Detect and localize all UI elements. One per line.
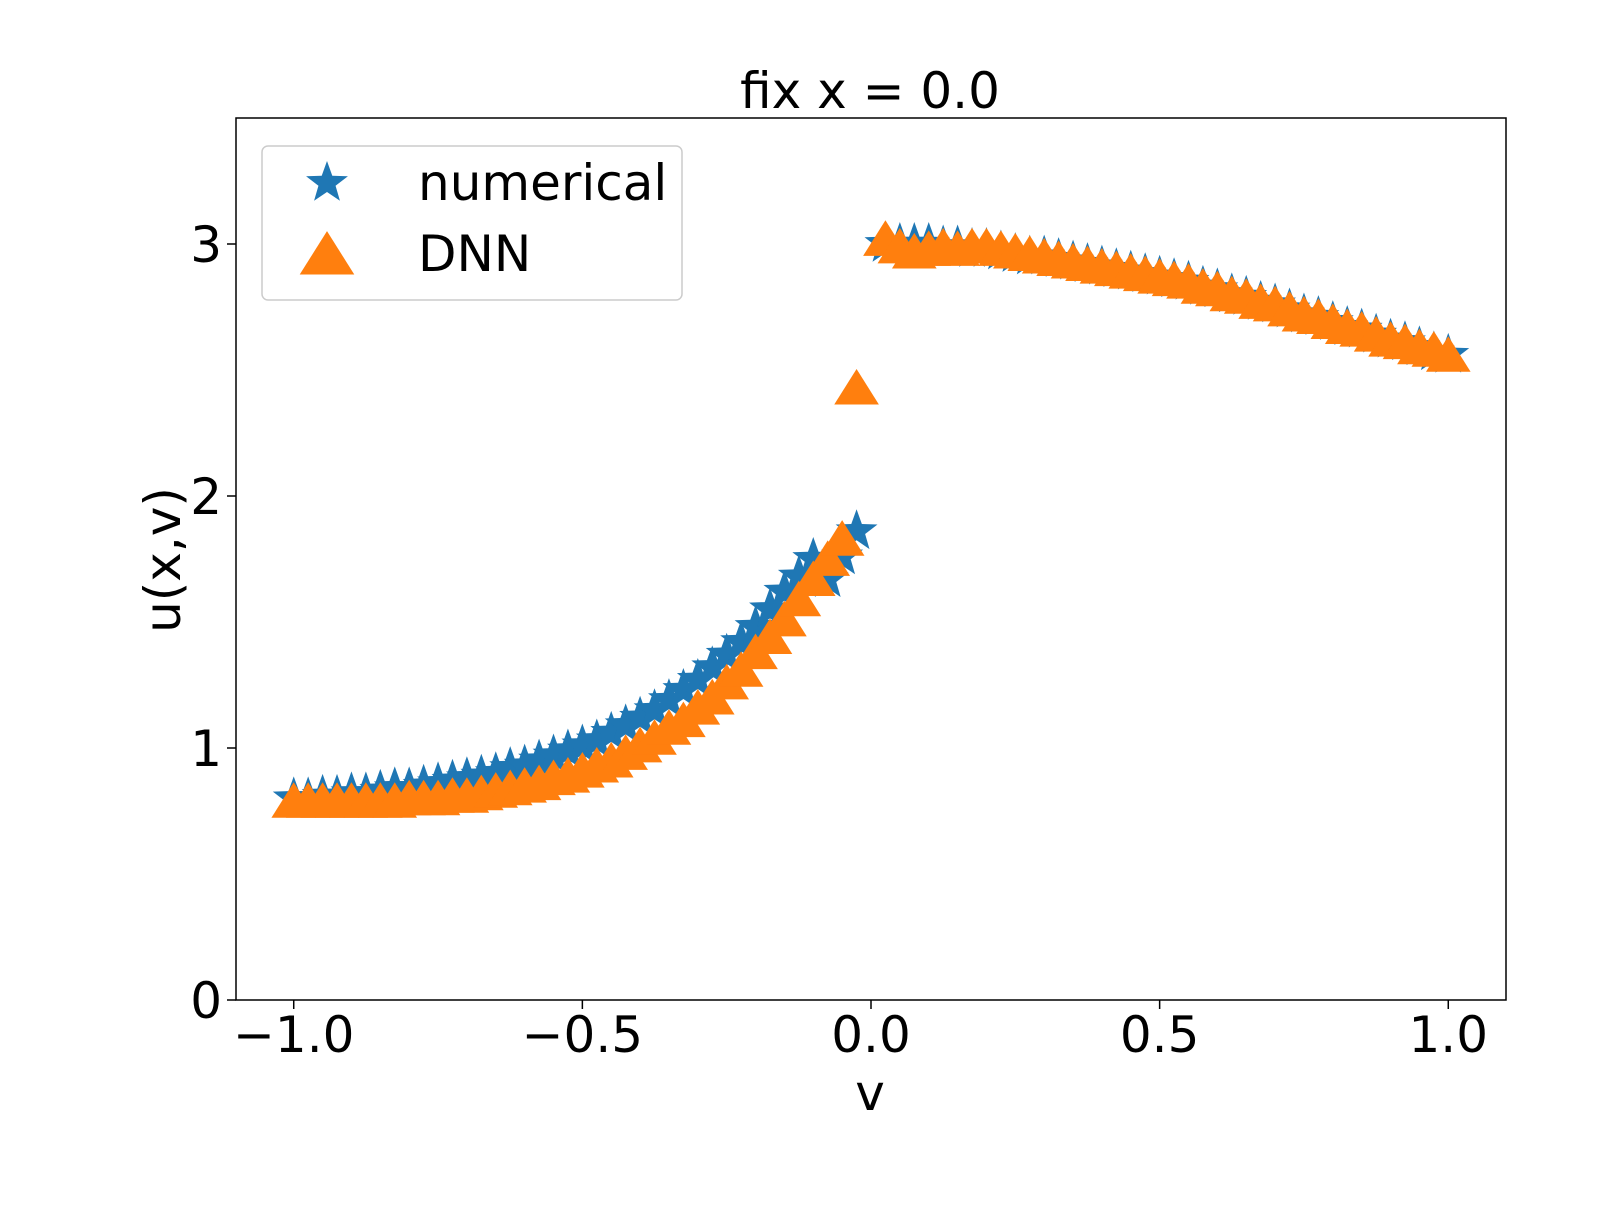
y-axis-title: u(x,v) (134, 487, 192, 633)
y-tick-label: 0 (190, 972, 222, 1030)
numerical-point (445, 756, 488, 797)
numerical-point (474, 751, 517, 791)
numerical-point (532, 733, 575, 774)
numerical-point (547, 728, 589, 769)
x-tick-label: −1.0 (233, 1006, 354, 1064)
legend-star-icon (306, 161, 348, 201)
numerical-point (518, 738, 560, 779)
data-marks (271, 220, 1471, 818)
dnn-point (776, 580, 822, 617)
dnn-point (819, 520, 865, 556)
numerical-point (460, 753, 503, 794)
chart-title: fix x = 0.0 (740, 62, 1000, 120)
numerical-point (489, 746, 532, 786)
y-tick-label: 3 (190, 216, 222, 274)
numerical-point (749, 587, 791, 628)
legend-frame (261, 145, 683, 301)
numerical-point (835, 509, 878, 550)
numerical-point (561, 723, 604, 764)
legend: numerical DNN (261, 145, 683, 301)
legend-label-dnn: DNN (418, 225, 531, 283)
numerical-point (590, 710, 633, 751)
dnn-point (834, 368, 879, 405)
numerical-point (503, 743, 546, 784)
x-tick-label: 0.5 (1120, 1006, 1200, 1064)
x-tick-label: 0.0 (831, 1006, 911, 1064)
legend-triangle-icon (299, 231, 355, 275)
numerical-point (777, 554, 820, 595)
numerical-point (763, 569, 806, 610)
numerical-point (734, 605, 777, 645)
numerical-point (691, 645, 734, 686)
dnn-point (790, 560, 836, 597)
numerical-point (705, 632, 748, 673)
numerical-point (676, 657, 719, 698)
x-axis-title: v (855, 1064, 885, 1122)
numerical-point (619, 695, 662, 736)
numerical-point (720, 620, 763, 660)
numerical-point (662, 668, 705, 708)
legend-label-numerical: numerical (418, 154, 667, 212)
numerical-point (633, 688, 676, 728)
dnn-point (1425, 336, 1471, 372)
y-tick-label: 2 (190, 468, 222, 526)
numerical-point (792, 537, 835, 577)
dnn-point (762, 600, 807, 637)
numerical-point (648, 678, 690, 718)
axes: −1.0 −0.5 0.0 0.5 1.0 0 1 2 3 (190, 117, 1507, 1064)
y-tick-label: 1 (190, 720, 222, 778)
numerical-point (575, 718, 618, 759)
x-tick-label: 1.0 (1409, 1006, 1489, 1064)
numerical-point (604, 703, 647, 744)
numerical-point (806, 557, 849, 597)
x-tick-label: −0.5 (522, 1006, 643, 1064)
dnn-point (805, 540, 851, 576)
